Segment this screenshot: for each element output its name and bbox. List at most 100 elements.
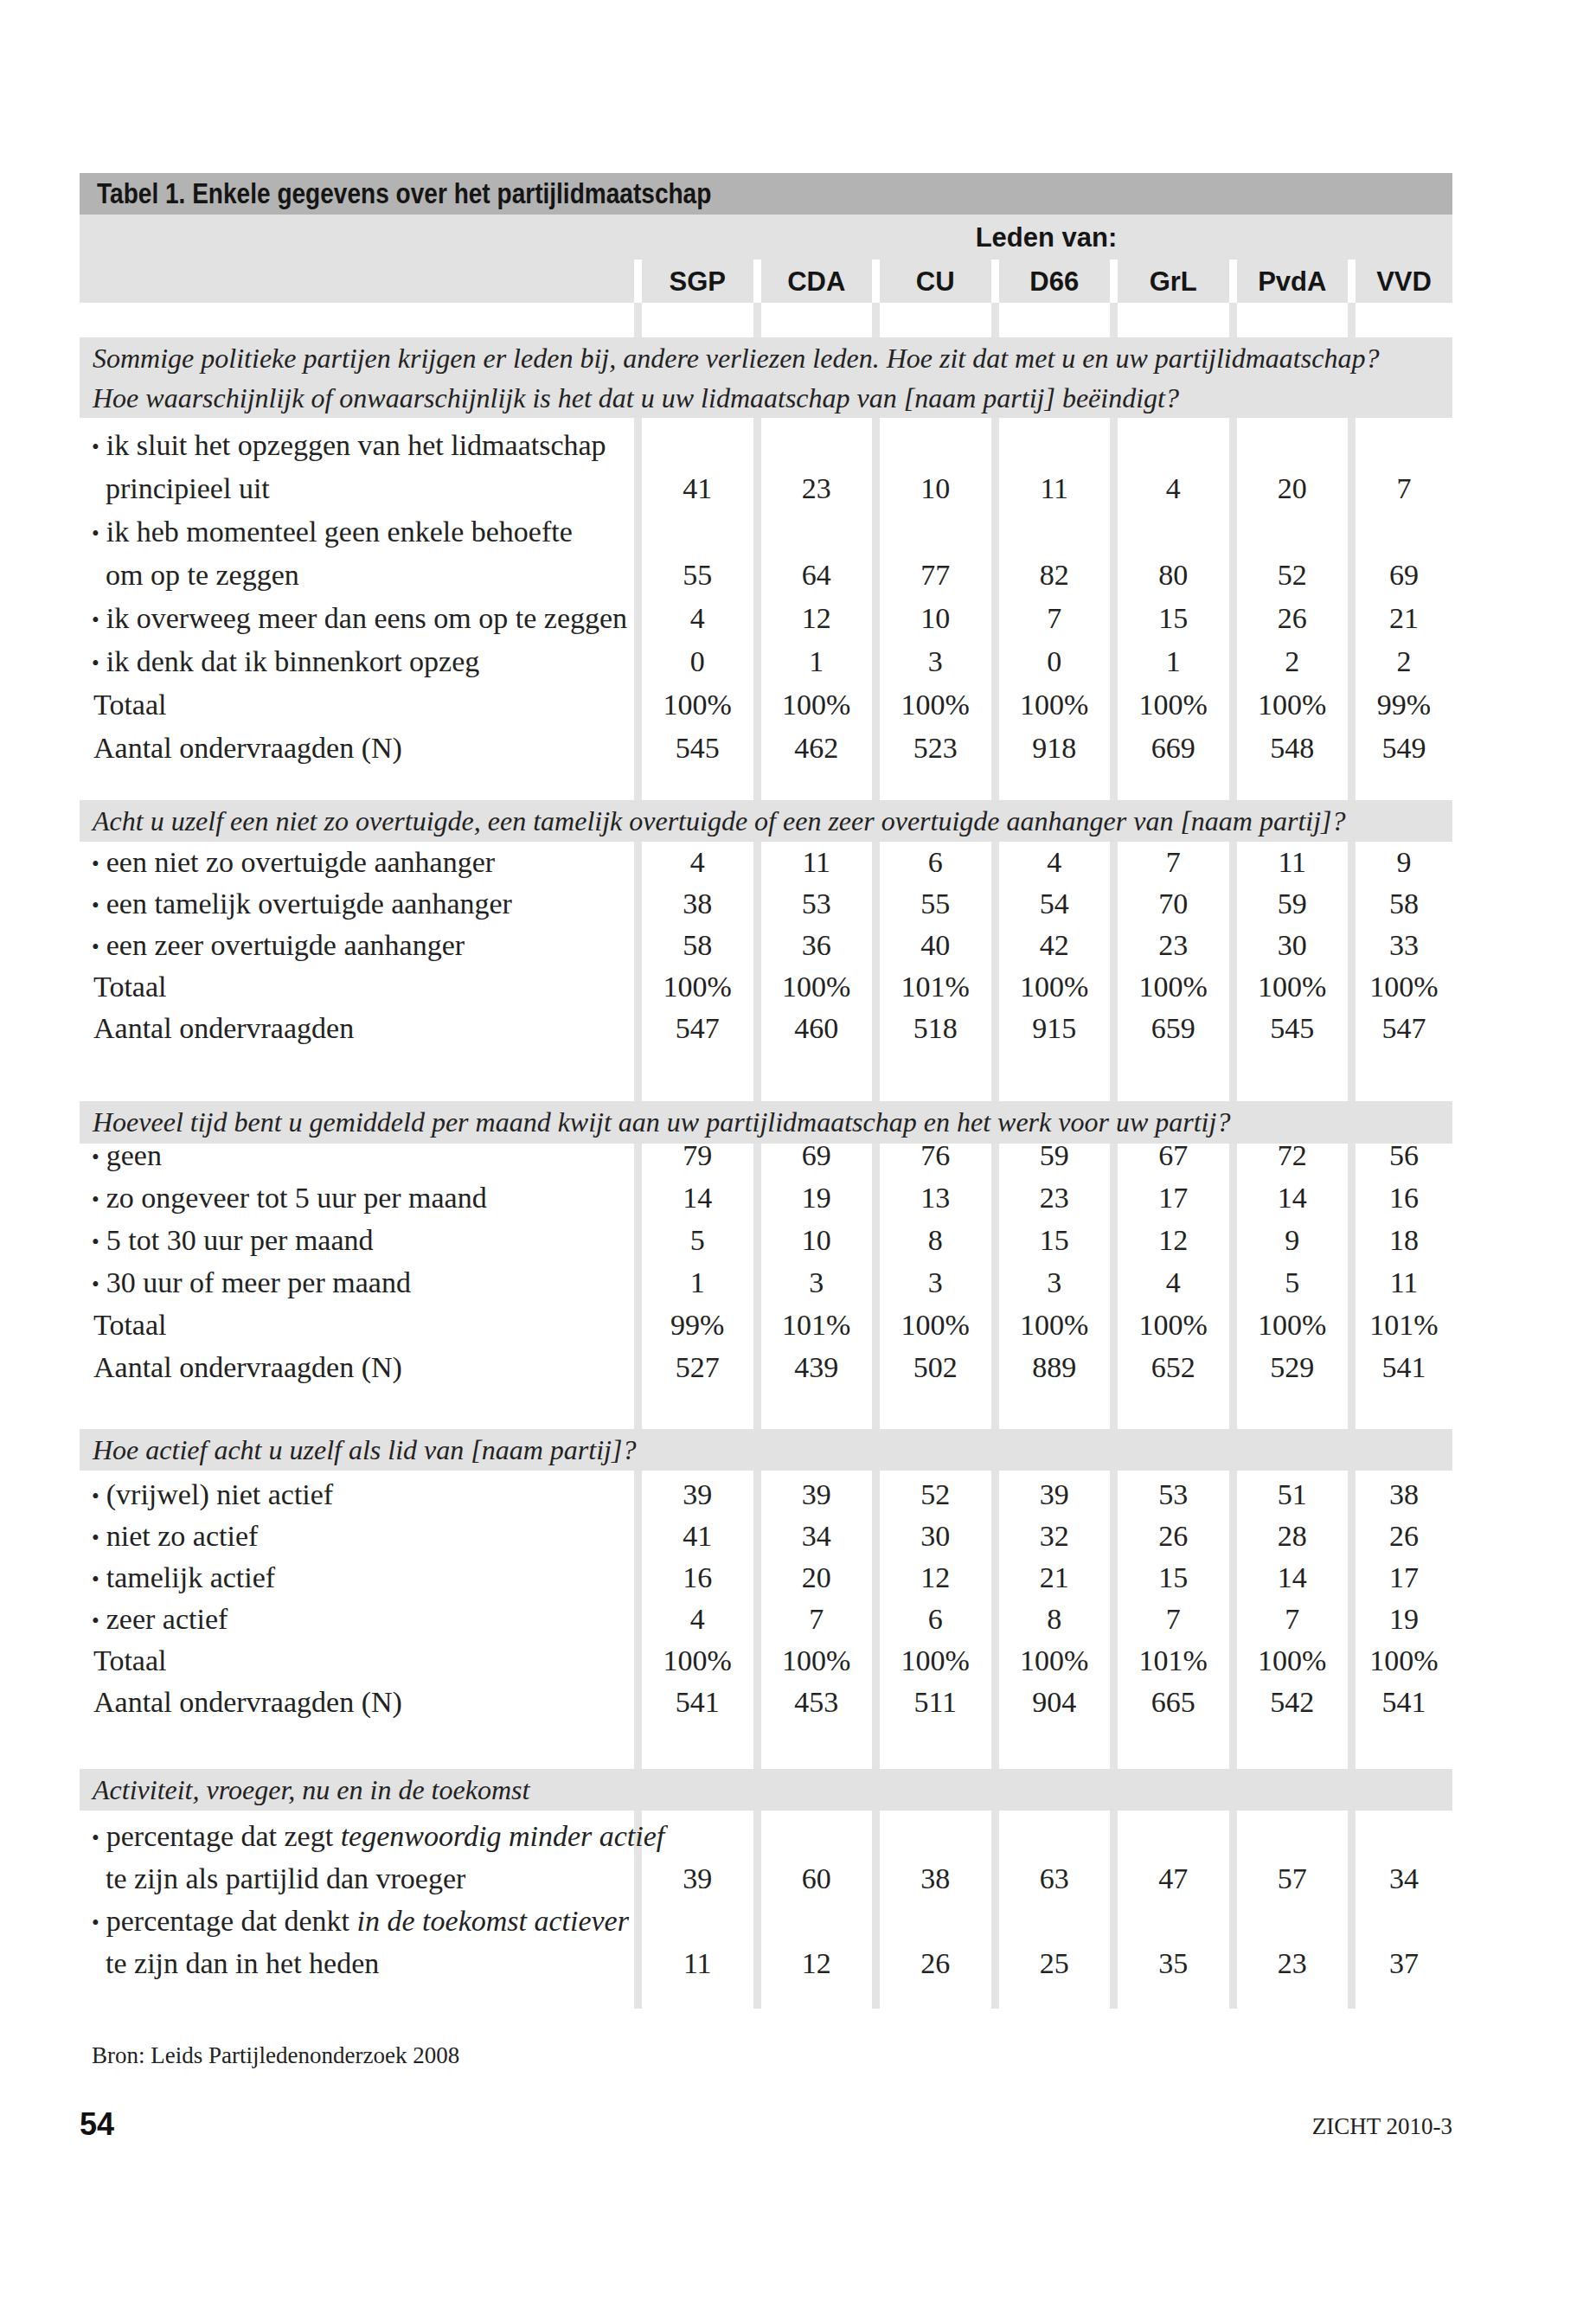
table-cell: 41 xyxy=(642,1516,753,1557)
table-cell: 1 xyxy=(1118,641,1229,683)
table-header-band: Leden van: SGPCDACUD66GrLPvdAVVD xyxy=(80,215,1452,303)
table-cell: 70 xyxy=(1118,883,1229,925)
table-cell: 23 xyxy=(1118,925,1229,966)
table-cell: 23 xyxy=(999,1177,1111,1219)
table-cell: 652 xyxy=(1118,1347,1229,1388)
table-cell: 11 xyxy=(999,468,1111,510)
row-label: • percentage dat denkt in de toekomst act… xyxy=(92,1900,629,1942)
question-text: Sommige politieke partijen krijgen er le… xyxy=(93,338,1452,378)
row-label-part: percentage dat denkt xyxy=(106,1905,357,1937)
table-cell: 100% xyxy=(999,684,1111,726)
table-cell: 16 xyxy=(1356,1177,1452,1219)
table-cell: 60 xyxy=(761,1858,873,1900)
bullet-icon: • xyxy=(92,435,99,458)
table-cell: 100% xyxy=(1237,1640,1349,1682)
table-cell: 100% xyxy=(1118,1304,1229,1346)
table-title-bar: Tabel 1. Enkele gegevens over het partij… xyxy=(80,173,1452,215)
row-label: Totaal xyxy=(93,1304,166,1346)
table-cell: 55 xyxy=(880,883,991,925)
table-cell: 511 xyxy=(880,1682,991,1723)
table-cell: 59 xyxy=(999,1135,1111,1176)
table-cell: 26 xyxy=(1356,1516,1452,1557)
table-cell: 47 xyxy=(1118,1858,1229,1900)
table-cell: 462 xyxy=(761,727,873,769)
question-text: Hoe waarschijnlijk of onwaarschijnlijk i… xyxy=(93,378,1452,418)
column-header-d66: D66 xyxy=(999,260,1111,303)
row-label: •een zeer overtuigde aanhanger xyxy=(92,925,465,966)
table-cell: 26 xyxy=(880,1943,991,1984)
header-gap xyxy=(634,260,642,303)
row-label: Aantal ondervraagden (N) xyxy=(93,727,402,769)
table-cell: 439 xyxy=(761,1347,873,1388)
table-row: •ik heb momenteel geen enkele behoefte xyxy=(80,511,1452,553)
bullet-icon: • xyxy=(92,522,99,545)
table-cell: 23 xyxy=(761,468,873,510)
table-cell: 99% xyxy=(1356,684,1452,726)
table-cell: 100% xyxy=(880,684,991,726)
table-cell: 69 xyxy=(1356,554,1452,596)
table-cell: 38 xyxy=(880,1858,991,1900)
row-label-italic-part: in de toekomst actiever xyxy=(357,1905,629,1937)
bullet-icon: • xyxy=(92,1567,99,1591)
row-label: •(vrijwel) niet actief xyxy=(92,1474,333,1516)
header-gap xyxy=(753,260,761,303)
table-cell: 0 xyxy=(999,641,1111,683)
table-cell: 7 xyxy=(999,598,1111,639)
header-gap xyxy=(1110,260,1118,303)
table-cell: 541 xyxy=(1356,1682,1452,1723)
column-header-pvda: PvdA xyxy=(1237,260,1349,303)
table-cell: 56 xyxy=(1356,1135,1452,1176)
table-row: •ik overweeg meer dan eens om op te zegg… xyxy=(80,598,1452,639)
table-cell: 904 xyxy=(999,1682,1111,1723)
header-gap xyxy=(872,260,880,303)
table-cell: 20 xyxy=(1237,468,1349,510)
table-cell: 69 xyxy=(761,1135,873,1176)
table-cell: 100% xyxy=(999,966,1111,1008)
table-cell: 542 xyxy=(1237,1682,1349,1723)
table-cell: 12 xyxy=(880,1557,991,1599)
table-cell: 101% xyxy=(761,1304,873,1346)
table-cell: 889 xyxy=(999,1347,1111,1388)
header-gap xyxy=(991,260,999,303)
table-cell: 100% xyxy=(1237,966,1349,1008)
bullet-icon: • xyxy=(92,1911,99,1934)
table-cell: 39 xyxy=(999,1474,1111,1516)
table-cell: 21 xyxy=(1356,598,1452,639)
table-cell: 2 xyxy=(1237,641,1349,683)
table-row: Totaal100%100%101%100%100%100%100% xyxy=(80,966,1452,1008)
question-band: Activiteit, vroeger, nu en in de toekoms… xyxy=(80,1769,1452,1811)
table-row: Totaal100%100%100%100%101%100%100% xyxy=(80,1640,1452,1682)
table-cell: 7 xyxy=(1356,468,1452,510)
table-cell: 541 xyxy=(642,1682,753,1723)
table-row: Aantal ondervraagden (N)5414535119046655… xyxy=(80,1682,1452,1723)
table-cell: 16 xyxy=(642,1557,753,1599)
row-label: Totaal xyxy=(93,684,166,726)
table-cell: 14 xyxy=(1237,1557,1349,1599)
row-label: •5 tot 30 uur per maand xyxy=(92,1220,374,1261)
table-cell: 53 xyxy=(761,883,873,925)
table-cell: 54 xyxy=(999,883,1111,925)
table-cell: 59 xyxy=(1237,883,1349,925)
table-cell: 39 xyxy=(761,1474,873,1516)
table-cell: 72 xyxy=(1237,1135,1349,1176)
table-cell: 548 xyxy=(1237,727,1349,769)
table-cell: 12 xyxy=(761,598,873,639)
table-cell: 665 xyxy=(1118,1682,1229,1723)
table-cell: 4 xyxy=(999,842,1111,883)
table-row: •tamelijk actief16201221151417 xyxy=(80,1557,1452,1599)
table-cell: 100% xyxy=(1237,1304,1349,1346)
row-label: Aantal ondervraagden xyxy=(93,1008,354,1049)
table-cell: 100% xyxy=(1237,684,1349,726)
table-cell: 100% xyxy=(1118,684,1229,726)
table-cell: 36 xyxy=(761,925,873,966)
table-cell: 100% xyxy=(761,1640,873,1682)
row-label: om op te zeggen xyxy=(106,554,299,596)
row-label: •een niet zo overtuigde aanhanger xyxy=(92,842,495,883)
table-row: •ik denk dat ik binnenkort opzeg0130122 xyxy=(80,641,1452,683)
table-cell: 100% xyxy=(999,1304,1111,1346)
table-cell: 101% xyxy=(880,966,991,1008)
table-cell: 15 xyxy=(1118,1557,1229,1599)
table-cell: 4 xyxy=(1118,468,1229,510)
bullet-icon: • xyxy=(92,894,99,917)
table-cell: 17 xyxy=(1118,1177,1229,1219)
